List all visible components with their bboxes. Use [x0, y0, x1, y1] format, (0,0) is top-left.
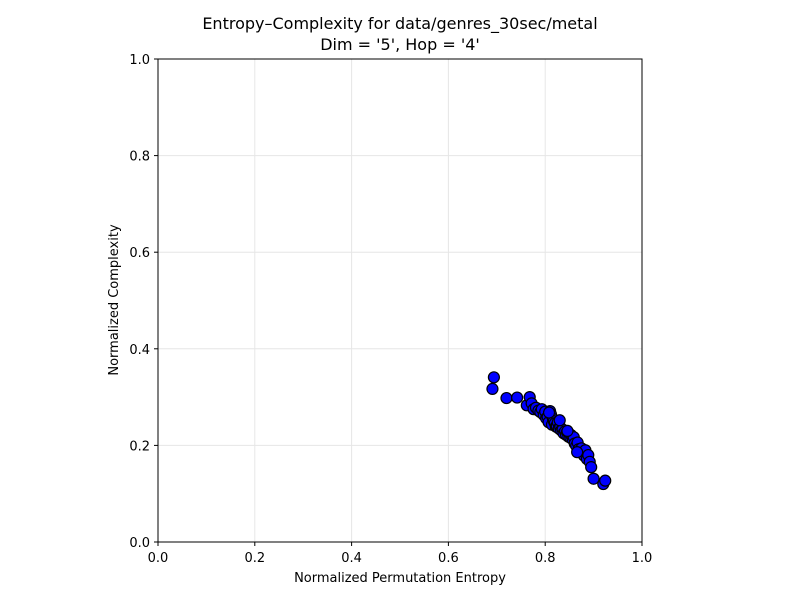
y-tick-label: 0.6: [129, 246, 150, 261]
x-axis-label: Normalized Permutation Entropy: [294, 571, 506, 586]
data-point: [542, 406, 556, 419]
data-point: [553, 414, 566, 427]
data-point: [585, 461, 598, 474]
x-tick-label: 0.0: [148, 551, 169, 566]
x-tick-label: 0.4: [341, 551, 362, 566]
data-point: [599, 474, 612, 487]
y-tick-label: 0.2: [129, 439, 150, 454]
x-tick-label: 1.0: [632, 551, 653, 566]
x-tick-label: 0.6: [438, 551, 459, 566]
data-point: [571, 446, 584, 459]
plot-frame: [157, 58, 643, 543]
y-tick-label: 0.0: [129, 536, 150, 551]
data-point: [511, 391, 524, 404]
grid-lines: [157, 58, 643, 543]
data-point: [486, 382, 499, 395]
data-points: [486, 371, 612, 491]
data-point: [561, 424, 574, 438]
x-tick-label: 0.8: [535, 551, 556, 566]
y-tick-label: 0.4: [129, 343, 150, 358]
y-tick-label: 1.0: [129, 53, 150, 68]
y-axis-label: Normalized Complexity: [107, 224, 122, 376]
data-point: [587, 472, 600, 485]
axis-ticks: 0.0 0.2 0.4 0.6 0.8 1.0 0.0 0.2 0.4 0.6 0.8 1.0: [129, 53, 652, 566]
data-point: [500, 391, 513, 405]
x-tick-label: 0.2: [244, 551, 265, 566]
y-tick-label: 0.8: [129, 150, 150, 165]
chart-title: Entropy–Complexity for data/genres_30sec…: [202, 14, 597, 34]
data-point: [487, 371, 500, 384]
chart-subtitle: Dim = '5', Hop = '4': [320, 35, 480, 54]
